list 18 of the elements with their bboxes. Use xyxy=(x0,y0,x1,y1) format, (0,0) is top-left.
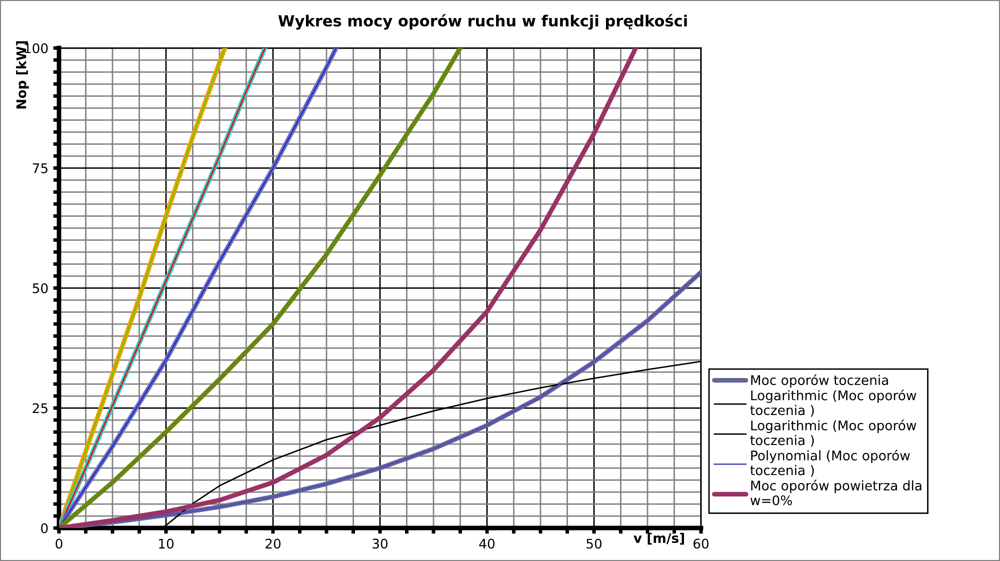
legend-label: Logarithmic (Moc oporów toczenia ) xyxy=(750,390,916,417)
x-axis-title: v [m/s] xyxy=(634,532,684,545)
legend-label: Moc oporów powietrza dla w=0% xyxy=(750,480,922,506)
legend-label: Polynomial (Moc oporów toczenia ) xyxy=(750,450,910,477)
y-tick-label: 75 xyxy=(32,163,48,174)
y-tick-label: 50 xyxy=(32,283,48,294)
x-tick-label: 10 xyxy=(159,538,174,549)
x-tick-label: 60 xyxy=(694,538,709,549)
chart-title: Wykres mocy oporów ruchu w funkcji prędkości xyxy=(278,14,687,30)
legend-label: Moc oporów toczenia xyxy=(751,374,888,388)
legend-label: Logarithmic (Moc oporów toczenia ) xyxy=(750,420,916,447)
x-tick-label: 40 xyxy=(479,538,495,549)
x-tick-label: 30 xyxy=(372,538,388,549)
y-tick-label: 25 xyxy=(32,403,48,414)
x-tick-label: 50 xyxy=(586,538,602,549)
x-tick-label: 20 xyxy=(266,538,281,549)
y-tick-label: 0 xyxy=(41,523,48,534)
x-tick-label: 0 xyxy=(56,538,62,549)
